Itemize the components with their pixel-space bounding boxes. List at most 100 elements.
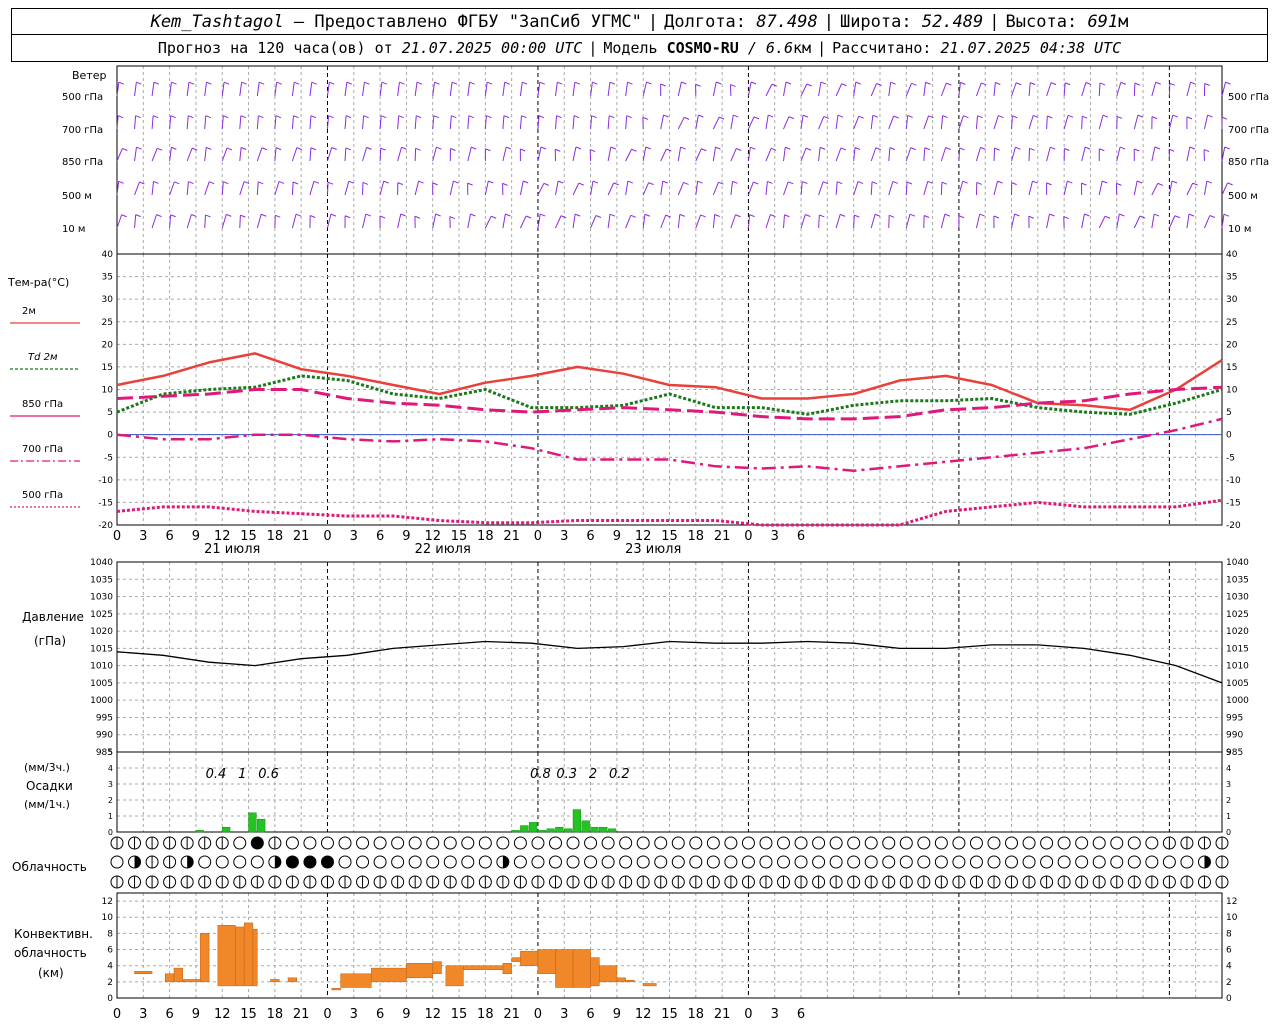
temp-ytick-right: -5 <box>1226 453 1235 463</box>
wind-barb-flag <box>993 215 1000 219</box>
wind-barb-flag <box>910 147 916 151</box>
wind-barb-flag <box>960 81 966 85</box>
wind-barb-flag <box>785 81 792 85</box>
wind-barb-flag <box>627 180 634 184</box>
cloud-circle <box>812 836 826 850</box>
conv-bar <box>537 949 556 975</box>
cloud-circle <box>320 836 334 850</box>
press-ytick-right: 1030 <box>1226 593 1249 603</box>
conv-ytick: 8 <box>107 929 113 939</box>
wind-barb <box>625 215 632 229</box>
wind-barb-flag <box>679 213 685 217</box>
cloud-symbol <box>1057 836 1071 850</box>
hour-tick: 12 <box>635 529 652 544</box>
wind-barb <box>975 82 982 97</box>
wind-barb <box>274 181 280 196</box>
press-ytick-right: 1000 <box>1226 696 1249 706</box>
cloud-symbol <box>1040 875 1054 889</box>
wind-barb-flag <box>788 116 795 120</box>
conv-bar <box>173 967 184 983</box>
wind-barb-flag <box>206 146 212 150</box>
wind-barb <box>677 117 685 130</box>
cloud-symbol <box>391 836 405 850</box>
calc-label: Рассчитано: <box>832 39 932 57</box>
hour-tick: 21 <box>293 529 310 544</box>
wind-barb <box>747 116 755 130</box>
prec-ytick-right: 5 <box>1226 748 1231 757</box>
cloud-symbol <box>215 855 229 869</box>
wind-barb <box>642 81 647 97</box>
cloud-symbol <box>531 855 545 869</box>
cloud-symbol <box>285 855 299 869</box>
cloud-symbol <box>917 836 931 850</box>
wind-barb-flag <box>504 81 510 85</box>
cloud-symbol <box>741 875 755 889</box>
cloud-symbol <box>128 875 142 889</box>
wind-barb-flag <box>785 146 791 150</box>
hour-tick: 3 <box>139 529 147 544</box>
wind-barb <box>256 214 262 229</box>
conv-ytick: 4 <box>107 962 113 972</box>
conv-ytick: 12 <box>102 897 113 907</box>
cloud-symbol <box>759 875 773 889</box>
wind-barb-flag <box>383 180 389 184</box>
cloud-symbol <box>706 836 720 850</box>
press-ytick: 1035 <box>90 575 113 585</box>
cloud-symbol <box>1075 836 1089 850</box>
wind-barb <box>712 147 716 162</box>
wind-barb <box>169 115 172 130</box>
cloud-circle <box>408 855 422 869</box>
cloud-symbol <box>566 855 580 869</box>
prec-ytick-right: 4 <box>1226 764 1231 773</box>
wind-level-label-right: 500 гПа <box>1228 92 1269 103</box>
wind-barb-flag <box>749 214 755 218</box>
wind-barb-flag <box>523 180 529 184</box>
cloud-circle <box>1057 836 1071 850</box>
temp-ytick: 30 <box>102 295 114 305</box>
cloud-circle <box>1040 855 1054 869</box>
cloud-symbol <box>1197 855 1211 869</box>
wind-barb <box>923 82 927 97</box>
cloud-symbol <box>1145 836 1159 850</box>
wind-barb <box>835 147 842 162</box>
wind-barb-flag <box>434 81 440 85</box>
cloud-circle <box>356 836 370 850</box>
hour-tick-bottom: 6 <box>376 1007 384 1022</box>
cloud-symbol <box>1180 836 1194 850</box>
cloud-circle <box>1110 855 1124 869</box>
wind-barb-flag <box>644 213 651 217</box>
wind-barb <box>151 148 158 162</box>
cloud-symbol <box>636 875 650 889</box>
wind-barb-flag <box>771 83 778 87</box>
cloud-circle <box>601 855 615 869</box>
wind-barb-flag <box>209 181 215 185</box>
prec-bar <box>257 818 266 833</box>
hour-tick: 0 <box>744 529 752 544</box>
cloud-symbol <box>864 875 878 889</box>
wind-barb-flag <box>188 181 194 185</box>
cloud-circle <box>478 855 492 869</box>
wind-barb-flag <box>1064 82 1071 86</box>
conv-bar <box>182 979 201 983</box>
wind-barb <box>186 115 189 130</box>
hour-tick-bottom: 0 <box>113 1007 121 1022</box>
wind-level-label-right: 10 м <box>1228 224 1251 235</box>
wind-barb-flag <box>924 147 930 151</box>
cloud-circle <box>724 836 738 850</box>
conv-bar <box>625 979 635 983</box>
cloud-symbol <box>478 836 492 850</box>
wind-barb-flag <box>1203 149 1210 152</box>
wind-barb-flag <box>226 213 232 217</box>
cloud-symbol <box>250 875 264 889</box>
wind-barb-flag <box>855 81 861 85</box>
wind-barb <box>888 181 894 196</box>
wind-barb <box>467 82 471 97</box>
cloud-circle <box>952 855 966 869</box>
cloud-symbol <box>356 855 370 869</box>
wind-barb-flag <box>928 115 934 119</box>
wind-barb <box>362 147 368 162</box>
cloud-symbol <box>619 836 633 850</box>
wind-barb-flag <box>329 81 335 85</box>
wind-barb <box>607 82 611 97</box>
wind-barb-flag <box>1012 115 1018 119</box>
